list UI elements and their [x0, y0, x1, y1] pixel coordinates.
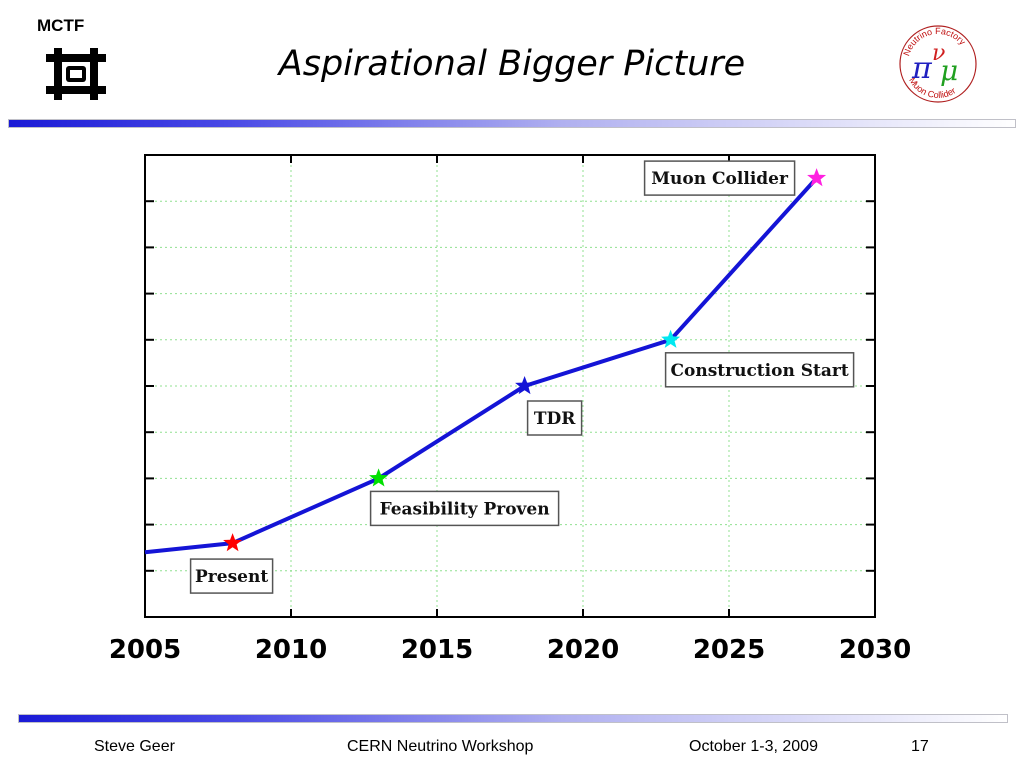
- milestone-label-feasibility-proven: Feasibility Proven: [369, 490, 560, 527]
- slide-title: Aspirational Bigger Picture: [278, 44, 746, 84]
- footer-event: CERN Neutrino Workshop: [347, 738, 534, 755]
- milestone-label-text: TDR: [534, 409, 576, 429]
- milestone-markers: [223, 168, 827, 552]
- x-tick-label: 2005: [109, 635, 181, 665]
- footer-date: October 1-3, 2009: [689, 738, 818, 755]
- milestone-label-box: [643, 160, 796, 196]
- milestone-label-muon-collider: Muon Collider: [643, 160, 796, 196]
- x-tick-label: 2025: [693, 635, 765, 665]
- chart-ticks: [144, 155, 876, 617]
- footer-page-number: 17: [911, 738, 929, 755]
- nf-logo-pi: π: [911, 51, 933, 86]
- milestone-label-tdr: TDR: [526, 400, 583, 436]
- milestone-star-marker: [807, 168, 827, 187]
- milestone-label-box: [664, 352, 855, 388]
- milestone-label-text: Present: [195, 567, 268, 587]
- header-divider: [8, 119, 1016, 128]
- series-line: [144, 176, 819, 555]
- nf-logo-nu: ν: [932, 41, 945, 66]
- milestone-label-text: Muon Collider: [651, 169, 789, 189]
- fermilab-logo-icon: [46, 48, 106, 100]
- nf-logo-mu: μ: [940, 54, 958, 87]
- neutrino-factory-muon-collider-logo-icon: Neutrino Factory Muon Collider π ν μ: [899, 25, 977, 103]
- milestone-label-construction-start: Construction Start: [664, 352, 855, 388]
- milestone-label-present: Present: [189, 558, 274, 594]
- milestone-label-box: [526, 400, 583, 436]
- milestone-label-box: [369, 490, 560, 527]
- milestone-star-marker: [661, 329, 681, 348]
- milestone-star-marker: [223, 533, 243, 552]
- milestone-label-box: [189, 558, 274, 594]
- milestone-labels: Present Feasibility Proven TDR Construction…: [189, 160, 855, 594]
- milestone-label-text: Construction Start: [670, 361, 848, 381]
- milestone-label-text: Feasibility Proven: [380, 499, 550, 519]
- x-tick-label: 2020: [547, 635, 619, 665]
- org-label: MCTF: [37, 16, 85, 35]
- x-tick-labels: 2005 2010 2015 2020 2025 2030: [109, 635, 911, 665]
- milestone-star-marker: [369, 468, 389, 487]
- x-tick-label: 2010: [255, 635, 327, 665]
- footer-divider: [18, 714, 1008, 723]
- x-tick-label: 2030: [839, 635, 911, 665]
- timeline-chart: Present Feasibility Proven TDR Construction…: [109, 154, 911, 665]
- milestone-star-marker: [515, 376, 535, 395]
- x-tick-label: 2015: [401, 635, 473, 665]
- footer-author: Steve Geer: [94, 738, 175, 755]
